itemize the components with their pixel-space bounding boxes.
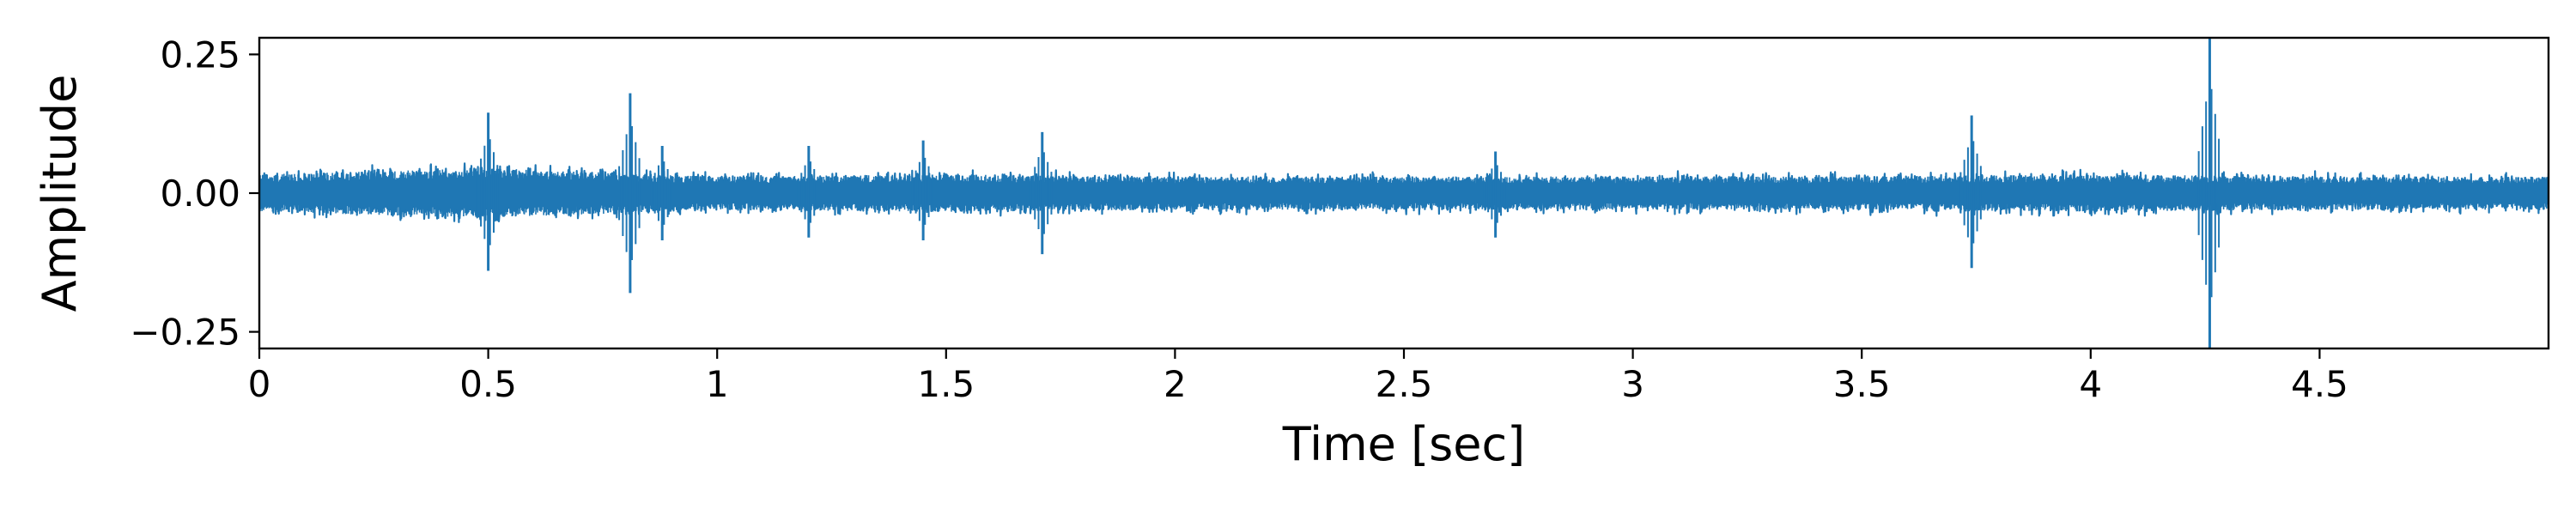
x-tick-label: 2.5: [1376, 363, 1433, 405]
x-tick-label: 2: [1163, 363, 1187, 405]
x-tick-label: 0.5: [459, 363, 517, 405]
y-tick-label: 0.25: [160, 33, 240, 76]
x-tick-label: 1: [706, 363, 729, 405]
x-tick-label: 3: [1621, 363, 1644, 405]
y-axis: 0.25 0.00 −0.25: [130, 33, 259, 354]
x-axis-label: Time [sec]: [1282, 417, 1526, 471]
x-tick-label: 4: [2079, 363, 2102, 405]
x-tick-label: 4.5: [2291, 363, 2348, 405]
x-tick-label: 3.5: [1833, 363, 1891, 405]
series-band: [259, 168, 2549, 218]
x-tick-label: 1.5: [917, 363, 975, 405]
y-tick-label: 0.00: [160, 173, 240, 215]
y-axis-label: Amplitude: [33, 75, 87, 312]
plot-area: [259, 38, 2549, 348]
x-axis: 0 0.5 1 1.5 2 2.5 3 3.5 4 4.5: [248, 348, 2348, 405]
x-tick-label: 0: [248, 363, 271, 405]
series-layer: [259, 38, 2549, 348]
y-tick-label: −0.25: [130, 312, 240, 354]
